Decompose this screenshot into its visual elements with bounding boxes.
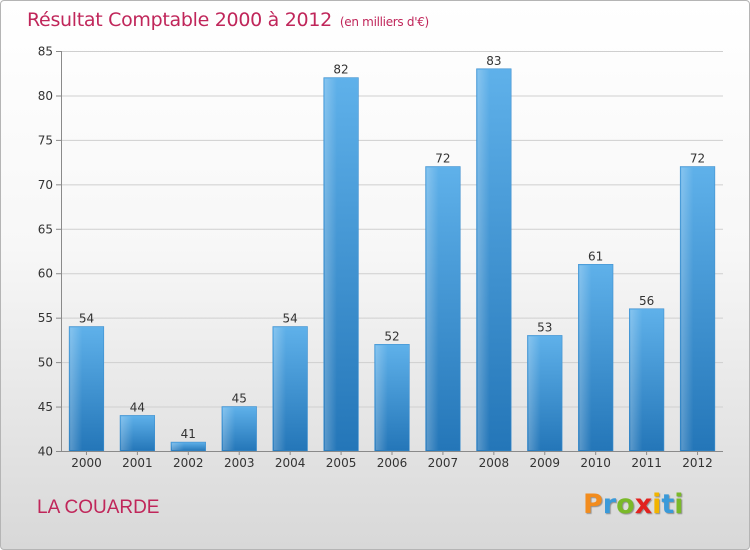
x-tick-label: 2004 (275, 456, 306, 470)
bar-highlight (681, 167, 694, 451)
x-tick-label: 2010 (580, 456, 611, 470)
logo-letter: P (583, 489, 603, 520)
y-tick-label: 40 (38, 445, 53, 459)
x-tick-label: 2008 (479, 456, 510, 470)
y-tick-label: 60 (38, 267, 53, 281)
value-label: 44 (130, 400, 145, 414)
bar-highlight (171, 443, 185, 450)
value-label: 72 (435, 152, 450, 166)
y-tick-label: 55 (38, 311, 53, 325)
bar-highlight (579, 265, 592, 450)
axis-layer (56, 51, 723, 455)
place-name: LA COUARDE (37, 497, 160, 518)
value-label: 41 (181, 427, 196, 441)
value-label: 54 (283, 312, 298, 326)
x-tick-label: 2003 (224, 456, 255, 470)
bar-highlight (121, 416, 134, 450)
value-label: 82 (333, 63, 348, 77)
x-tick-label: 2007 (428, 456, 459, 470)
logo-letter: i (652, 489, 662, 520)
value-label: 83 (486, 54, 501, 68)
x-tick-label: 2009 (529, 456, 560, 470)
value-label: 54 (79, 312, 94, 326)
x-tick-label: 2005 (326, 456, 357, 470)
value-label: 53 (537, 320, 552, 334)
logo-letter: t (661, 489, 675, 520)
x-tick-label: 2000 (71, 456, 102, 470)
proxiti-logo[interactable]: Proxiti (583, 489, 684, 520)
bar-highlight (222, 407, 236, 450)
logo-letter: r (602, 489, 617, 520)
value-label: 52 (384, 329, 399, 343)
y-tick-label: 80 (38, 89, 53, 103)
bar-highlight (324, 78, 337, 451)
x-tick-label: 2002 (173, 456, 204, 470)
labels-layer: 40 45 50 55 60 65 70 75 80 85 54 2000 44 2001 41 2002 45… (38, 45, 713, 471)
bar-highlight (375, 345, 388, 450)
bars-layer (68, 68, 716, 452)
chart-title: Résultat Comptable 2000 à 2012 (en millie… (27, 9, 429, 31)
chart-subtitle: (en milliers d'€) (339, 15, 429, 29)
bar-highlight (70, 327, 83, 450)
value-label: 72 (690, 152, 705, 166)
bar-highlight (528, 336, 541, 450)
value-label: 56 (639, 294, 654, 308)
bar-highlight (477, 69, 490, 451)
bar-highlight (630, 309, 643, 450)
y-tick-label: 75 (38, 133, 53, 147)
bar-highlight (426, 167, 439, 451)
y-tick-label: 70 (38, 178, 53, 192)
logo-letter: o (616, 489, 635, 520)
x-tick-label: 2012 (682, 456, 713, 470)
x-tick-label: 2006 (377, 456, 408, 470)
y-tick-label: 65 (38, 222, 53, 236)
value-label: 61 (588, 249, 603, 263)
x-tick-label: 2011 (631, 456, 662, 470)
logo-letter: i (674, 489, 684, 520)
y-tick-label: 85 (38, 45, 53, 59)
y-tick-label: 50 (38, 356, 53, 370)
logo-letter: x (634, 489, 653, 520)
y-tick-label: 45 (38, 400, 53, 414)
value-label: 45 (232, 392, 247, 406)
bar-highlight (273, 327, 286, 450)
x-tick-label: 2001 (122, 456, 153, 470)
